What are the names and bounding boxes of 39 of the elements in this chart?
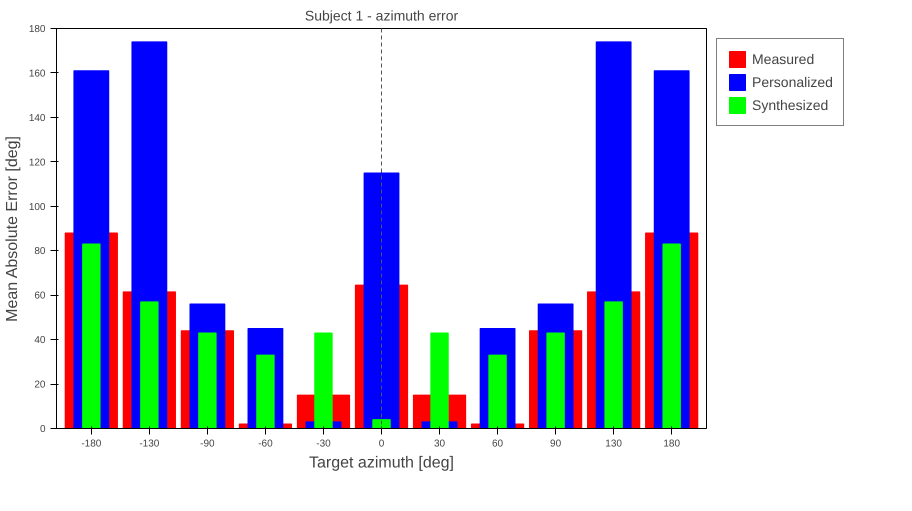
y-tick-label: 100 (28, 202, 46, 213)
y-tick-label: 180 (28, 24, 46, 35)
x-axis-title: Target azimuth [deg] (309, 454, 454, 472)
y-axis-title: Mean Absolute Error [deg] (4, 136, 21, 322)
bar (430, 332, 449, 428)
bar (198, 332, 217, 428)
bar (488, 354, 507, 428)
x-tick-label: 60 (492, 438, 504, 450)
bar (314, 332, 333, 428)
y-tick-label: 60 (34, 290, 46, 302)
y-tick-label: 160 (28, 68, 46, 80)
x-tick-label: -130 (139, 438, 160, 450)
bar (604, 301, 623, 428)
legend-label: Synthesized (752, 97, 828, 113)
y-tick-label: 40 (34, 335, 46, 346)
y-tick-label: 120 (28, 157, 46, 168)
x-tick-label: -60 (258, 438, 274, 450)
y-tick-label: 80 (34, 246, 46, 258)
y-tick-label: 0 (40, 424, 46, 435)
x-tick-label: 90 (550, 438, 562, 450)
bar (546, 332, 565, 428)
legend-label: Measured (752, 51, 814, 67)
x-tick-label: 180 (663, 438, 680, 450)
chart-title: Subject 1 - azimuth error (304, 8, 458, 24)
bar (140, 301, 159, 428)
x-tick-label: 0 (378, 438, 385, 450)
x-tick-label: 30 (434, 438, 446, 450)
x-tick-label: -90 (200, 438, 216, 450)
bar (372, 419, 391, 428)
x-tick-label: 130 (605, 438, 622, 450)
y-tick-label: 140 (28, 112, 46, 124)
x-tick-label: -30 (316, 438, 332, 450)
bar (364, 172, 400, 428)
legend-label: Personalized (752, 74, 833, 90)
bar (662, 244, 681, 428)
y-tick-label: 20 (34, 380, 46, 391)
x-tick-label: -180 (81, 438, 102, 450)
bar (82, 244, 101, 428)
bar (256, 354, 275, 428)
